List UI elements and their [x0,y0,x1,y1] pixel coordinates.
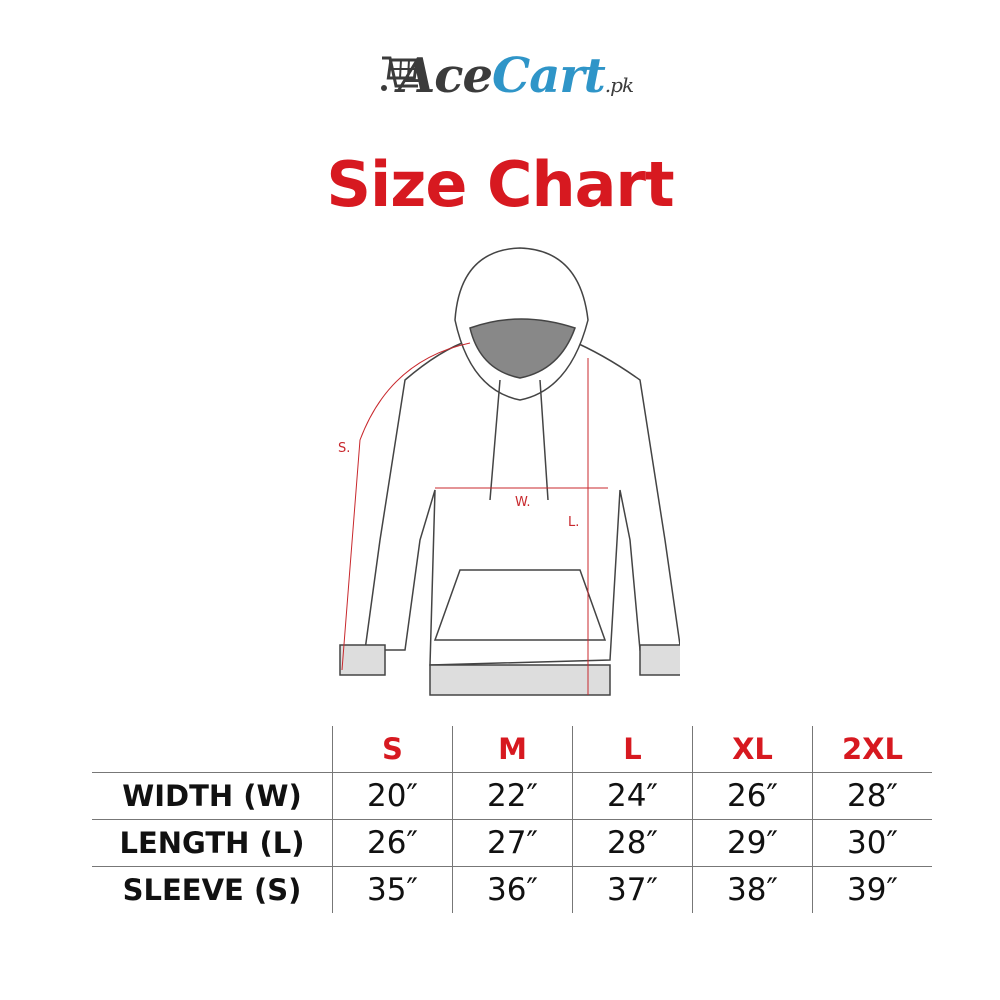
table-cell: 30″ [812,819,932,867]
table-cell: 26″ [692,772,813,820]
table-row: SLEEVE (S) 35″ 36″ 37″ 38″ 39″ [92,866,932,913]
brand-name: AceCart.pk [398,48,634,104]
acecart-logo: AceCart.pk [380,48,680,118]
table-row: WIDTH (W) 20″ 22″ 24″ 26″ 28″ [92,772,932,820]
measurement-lines [341,342,608,695]
table-cell: 38″ [692,866,813,913]
length-label: L. [568,515,579,530]
table-cell: 36″ [452,866,573,913]
table-cell: 26″ [332,819,453,867]
size-header: M [452,726,573,773]
table-cell: 27″ [452,819,573,867]
width-label: W. [515,495,531,510]
table-row: LENGTH (L) 26″ 27″ 28″ 29″ 30″ [92,819,932,867]
table-cell: 28″ [572,819,693,867]
table-cell: 37″ [572,866,693,913]
size-header: S [332,726,453,773]
table-cell: 20″ [332,772,453,820]
table-cell: 35″ [332,866,453,913]
sleeve-label: S. [338,441,350,456]
size-header: 2XL [812,726,932,773]
hoodie-diagram: S. W. L. [338,247,680,696]
row-label: LENGTH (L) [119,826,305,860]
size-header: XL [692,726,813,773]
table-cell: 24″ [572,772,693,820]
table-cell: 39″ [812,866,932,913]
size-header-row: S M L XL 2XL [92,726,932,773]
table-cell: 29″ [692,819,813,867]
row-label: WIDTH (W) [122,779,302,813]
page-title: Size Chart [326,148,674,221]
shopping-cart-icon [381,56,419,91]
size-header: L [572,726,693,773]
table-cell: 28″ [812,772,932,820]
size-table: S M L XL 2XL WIDTH (W) 20″ 22″ 24″ 26″ 2… [92,726,932,913]
table-cell: 22″ [452,772,573,820]
row-label: SLEEVE (S) [122,873,302,907]
